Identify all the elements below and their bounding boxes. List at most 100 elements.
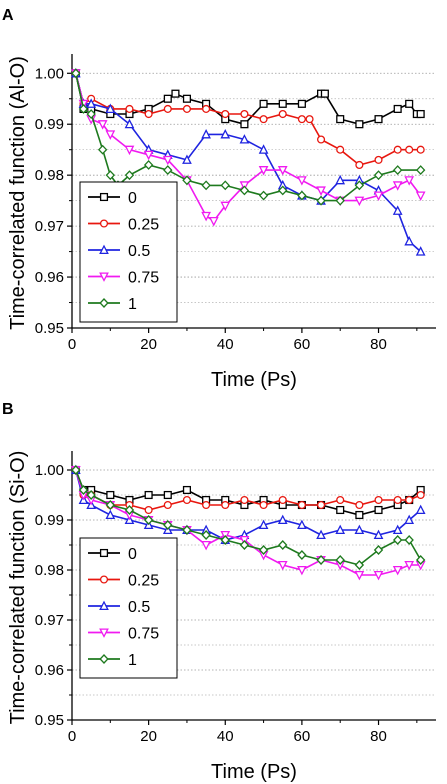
x-tick-label: 40 <box>217 336 234 353</box>
data-point <box>78 485 89 495</box>
data-point <box>239 540 250 550</box>
data-point <box>163 165 173 176</box>
legend-label: 0.5 <box>128 599 150 616</box>
data-point <box>105 509 116 520</box>
data-point <box>278 185 288 196</box>
data-point <box>220 180 230 191</box>
y-tick-label: 0.97 <box>35 218 64 235</box>
data-point <box>393 495 402 505</box>
legend-item-0.5: 0.5 <box>88 243 150 260</box>
data-point <box>105 500 116 510</box>
data-point <box>336 115 345 124</box>
data-point <box>259 99 268 108</box>
data-point <box>259 500 268 510</box>
series-0 <box>71 465 425 520</box>
data-point <box>336 145 345 154</box>
data-point <box>258 166 269 176</box>
legend-label: 0.75 <box>128 270 159 287</box>
data-point <box>239 134 250 144</box>
data-point <box>105 170 116 181</box>
data-point <box>240 120 249 129</box>
y-tick-label: 0.99 <box>35 116 64 133</box>
data-point <box>373 545 384 555</box>
legend: 0 0.25 0.5 0.75 1 <box>79 537 178 679</box>
chart-panel-a: A 0.95 0.96 0.97 0.98 0.99 1.00 0 20 40 60 80 Time (… <box>2 7 436 391</box>
legend-item-0.5: 0.5 <box>88 599 150 616</box>
data-point <box>208 216 219 227</box>
data-point <box>201 540 211 551</box>
data-point <box>182 485 191 495</box>
data-point <box>374 155 383 164</box>
x-tick-label: 60 <box>294 728 311 745</box>
data-point <box>305 115 314 124</box>
data-point <box>278 99 287 108</box>
data-point <box>143 150 154 161</box>
panel-letter: B <box>2 401 14 418</box>
x-axis-title: Time (Ps) <box>211 369 297 391</box>
data-point <box>316 529 326 540</box>
data-point <box>317 135 326 144</box>
data-point <box>416 145 425 154</box>
legend-label: 1 <box>128 296 137 313</box>
x-tick-label: 0 <box>68 728 76 745</box>
data-point <box>220 535 230 545</box>
data-point <box>143 160 154 170</box>
data-point <box>105 130 116 140</box>
data-point <box>240 495 249 505</box>
data-point <box>124 145 135 156</box>
data-point <box>163 104 172 113</box>
data-point <box>240 109 249 119</box>
data-point <box>320 89 329 98</box>
data-point <box>144 109 153 119</box>
data-point <box>404 514 415 525</box>
legend-item-0.25: 0.25 <box>88 217 159 234</box>
data-point <box>297 190 307 201</box>
data-point <box>392 535 403 545</box>
x-tick-label: 20 <box>140 336 157 353</box>
legend-item-0.75: 0.75 <box>88 270 159 287</box>
data-point <box>221 109 230 119</box>
y-tick-label: 0.95 <box>35 712 64 729</box>
data-point <box>297 500 306 510</box>
data-point <box>278 540 288 550</box>
data-point <box>162 155 173 166</box>
data-point <box>354 560 365 570</box>
data-point <box>354 570 365 581</box>
data-point <box>392 165 403 176</box>
data-point <box>316 186 326 196</box>
data-point <box>171 89 180 98</box>
data-point <box>220 128 231 139</box>
series-0 <box>71 69 425 129</box>
data-point <box>405 495 414 505</box>
data-point <box>393 104 402 113</box>
data-point <box>163 500 172 510</box>
data-point <box>404 176 415 186</box>
data-point <box>258 190 269 201</box>
y-tick-label: 1.00 <box>35 65 64 82</box>
data-point <box>335 174 346 185</box>
data-point <box>355 510 364 520</box>
data-point <box>404 535 414 545</box>
data-point <box>202 104 211 113</box>
data-point <box>316 195 326 206</box>
data-point <box>415 555 426 565</box>
y-tick-label: 0.96 <box>35 269 64 286</box>
data-point <box>163 520 173 530</box>
x-axis-title: Time (Ps) <box>211 761 297 783</box>
data-point <box>106 490 115 500</box>
x-tick-label: 80 <box>370 336 387 353</box>
x-tick-label: 60 <box>294 336 311 353</box>
data-point <box>405 99 414 108</box>
data-point <box>277 514 288 525</box>
data-point <box>182 175 192 186</box>
data-point <box>297 565 307 576</box>
data-point <box>278 495 287 505</box>
data-point <box>392 565 403 576</box>
legend-label: 0.25 <box>128 573 159 590</box>
data-point <box>277 560 288 571</box>
data-point <box>201 180 211 191</box>
data-point <box>373 529 384 540</box>
data-point <box>258 144 269 154</box>
data-point <box>415 191 426 201</box>
